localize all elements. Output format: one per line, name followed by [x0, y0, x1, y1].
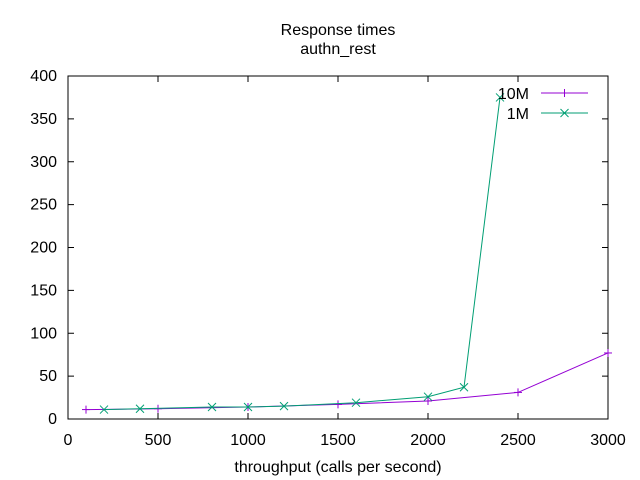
y-tick-label: 400	[30, 68, 57, 85]
data-point	[423, 392, 433, 402]
data-point	[243, 402, 253, 412]
y-tick-label: 300	[30, 154, 57, 171]
data-point	[604, 348, 612, 357]
x-axis-label: throughput (calls per second)	[234, 459, 441, 476]
x-axis: 0 500 1000 1500 2000 2500 3000	[64, 76, 626, 449]
series-10M	[82, 348, 612, 414]
y-tick-label: 50	[39, 368, 57, 385]
data-point	[135, 404, 145, 414]
legend-label: 1M	[507, 106, 529, 123]
plot-frame	[67, 75, 609, 420]
y-axis: 0 50 100 150 200 250 300 350 400	[30, 68, 608, 428]
data-point	[279, 401, 289, 411]
x-tick-label: 500	[145, 432, 172, 449]
x-tick-label: 2000	[410, 432, 446, 449]
series-layer	[82, 93, 612, 414]
data-point	[82, 405, 90, 414]
y-tick-label: 0	[48, 411, 57, 428]
data-point	[459, 382, 469, 392]
x-tick-label: 2500	[500, 432, 536, 449]
y-tick-label: 150	[30, 282, 57, 299]
series-line	[103, 97, 501, 411]
data-point	[99, 405, 109, 414]
x-tick-label: 1000	[230, 432, 266, 449]
legend-marker	[560, 108, 569, 118]
data-point	[424, 396, 432, 405]
data-point	[351, 398, 361, 408]
chart-title: Response times	[281, 22, 396, 39]
data-point	[514, 388, 522, 397]
chart-subtitle: authn_rest	[300, 41, 376, 58]
x-tick-label: 1500	[320, 432, 356, 449]
data-point	[334, 400, 342, 409]
x-tick-label: 3000	[590, 432, 626, 449]
y-tick-label: 350	[30, 111, 57, 128]
series-1M	[99, 93, 505, 414]
x-tick-label: 0	[64, 432, 73, 449]
y-tick-label: 250	[30, 197, 57, 214]
y-tick-label: 200	[30, 240, 57, 257]
data-point	[495, 93, 505, 102]
series-line	[85, 352, 609, 411]
data-point	[207, 402, 217, 412]
legend-marker	[560, 89, 569, 97]
legend-label: 10M	[498, 86, 529, 103]
y-tick-label: 100	[30, 325, 57, 342]
